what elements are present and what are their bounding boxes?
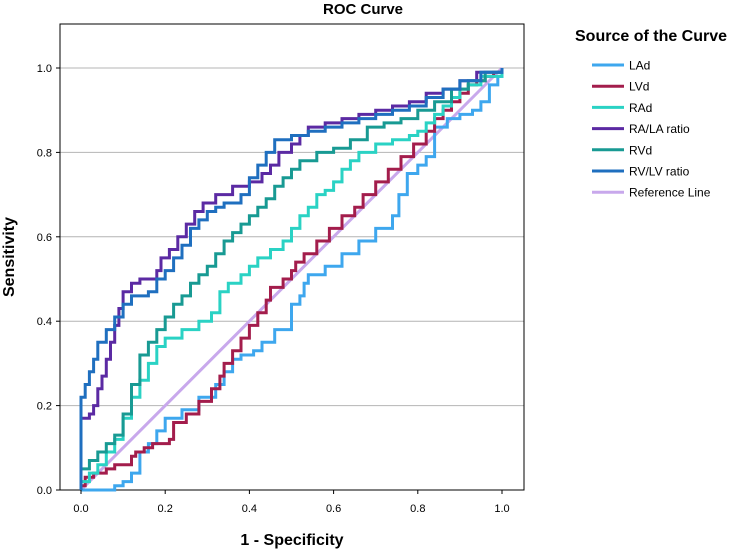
x-tick-label-5: 1.0 [494, 503, 509, 515]
chart-title: ROC Curve [323, 1, 403, 18]
legend: LAd LVd RAd RA/LA ratio RVd RV/LV ratio Refere… [592, 59, 711, 200]
y-tick-label-5: 1.0 [37, 63, 52, 75]
x-tick-label-0: 0.0 [73, 503, 88, 515]
y-tick-label-1: 0.2 [37, 401, 52, 413]
series-lines [79, 66, 504, 492]
x-tick-label-2: 0.4 [242, 503, 257, 515]
series-line-lad [81, 68, 504, 492]
x-tick-label-1: 0.2 [158, 503, 173, 515]
x-tick-label-3: 0.6 [326, 503, 341, 515]
legend-label-reference-line: Reference Line [629, 186, 711, 200]
legend-label-rv-lv-ratio: RV/LV ratio [629, 165, 690, 179]
series-line-lvd [79, 68, 504, 490]
axis-ticks: 0.0 0.2 0.4 0.6 0.8 1.0 0.0 0.2 0.4 0.6 0.8 1.0 [37, 63, 510, 515]
legend-label-rad: RAd [629, 101, 652, 115]
series-line-rad [79, 68, 504, 490]
legend-title: Source of the Curve [575, 28, 727, 45]
legend-label-lvd: LVd [629, 80, 649, 94]
y-axis-title: Sensitivity [1, 217, 18, 297]
x-axis-title: 1 - Specificity [240, 532, 343, 549]
series-line-rv-lv-ratio [79, 68, 504, 490]
y-tick-label-0: 0.0 [37, 485, 52, 497]
x-tick-label-4: 0.8 [410, 503, 425, 515]
y-tick-label-4: 0.8 [37, 147, 52, 159]
legend-label-ra-la-ratio: RA/LA ratio [629, 122, 690, 136]
series-line-rvd [79, 68, 504, 490]
plot-area-frame [59, 23, 525, 491]
legend-label-rvd: RVd [629, 143, 652, 157]
legend-label-lad: LAd [629, 59, 650, 73]
y-tick-label-2: 0.4 [37, 316, 52, 328]
y-tick-label-3: 0.6 [37, 232, 52, 244]
